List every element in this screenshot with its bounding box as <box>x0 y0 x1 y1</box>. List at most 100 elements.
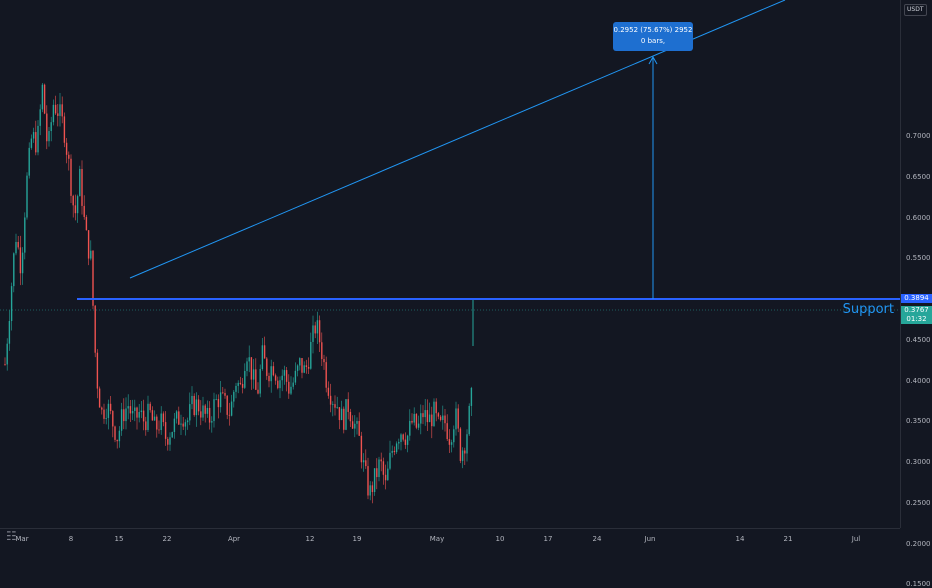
candle-body <box>464 450 466 454</box>
candle-body <box>252 369 255 380</box>
measurement-line-1: 0.2952 (75.67%) 2952 <box>613 26 693 34</box>
candle-body <box>241 383 244 388</box>
time-tick-label: 12 <box>305 535 315 543</box>
candle-body <box>373 468 376 493</box>
candle-body <box>446 423 448 440</box>
candle-body <box>173 418 176 433</box>
candle-body <box>257 389 259 394</box>
candle-body <box>312 325 314 342</box>
candle-body <box>123 409 125 422</box>
candle-body <box>459 428 462 461</box>
candle-body <box>76 196 79 214</box>
candle-body <box>369 485 371 496</box>
candle-body <box>400 434 402 442</box>
candle-body <box>193 395 195 416</box>
candle-body <box>354 423 356 429</box>
candle-body <box>211 421 213 423</box>
candle-body <box>158 429 160 431</box>
candle-body <box>371 485 374 493</box>
candle-body <box>37 125 39 153</box>
candle-body <box>455 408 457 430</box>
bar-countdown-label: 01:32 <box>901 315 932 324</box>
candle-body <box>54 104 57 114</box>
candle-body <box>288 381 290 394</box>
time-axis[interactable]: Mar 8 15 22 Apr 12 19 May 10 17 24 Jun 14 21 Jul <box>0 528 900 550</box>
candle-body <box>435 401 437 414</box>
candle-body <box>125 408 127 422</box>
candle-body <box>112 411 114 427</box>
candle-body <box>24 217 26 253</box>
candle-body <box>299 358 301 366</box>
candle-body <box>261 345 264 370</box>
candle-body <box>338 407 341 421</box>
currency-label[interactable]: USDT <box>904 4 927 16</box>
candle-body <box>409 420 411 436</box>
candle-body <box>85 216 88 231</box>
price-axis[interactable]: 0.1500 0.2000 0.2500 0.3000 0.3500 0.4000 0.45… <box>900 0 932 588</box>
price-tick-label: 0.2500 <box>906 498 931 507</box>
candle-body <box>153 416 156 421</box>
candle-body <box>283 370 286 376</box>
candle-body <box>94 305 96 353</box>
candle-body <box>200 411 202 418</box>
candle-body <box>439 416 442 420</box>
candle-body <box>160 413 162 431</box>
candle-body <box>105 417 107 419</box>
candle-body <box>294 370 297 383</box>
candle-body <box>244 370 246 388</box>
candle-body <box>393 450 396 453</box>
candle-body <box>131 410 134 414</box>
candle-body <box>303 365 305 373</box>
candle-body <box>197 399 200 412</box>
candle-body <box>140 410 143 413</box>
price-tick-label: 0.4000 <box>906 376 931 385</box>
candle-body <box>19 247 22 274</box>
candle-body <box>92 250 94 306</box>
candle-body <box>142 410 145 422</box>
candle-body <box>202 405 204 418</box>
candle-body <box>301 358 303 373</box>
time-tick-label: 10 <box>495 535 505 543</box>
candle-body <box>250 357 253 380</box>
candle-body <box>420 413 422 424</box>
candle-body <box>4 364 6 365</box>
time-tick-label: Jun <box>644 535 656 543</box>
price-tick-label: 0.7000 <box>906 132 931 140</box>
candle-body <box>290 386 292 394</box>
candle-body <box>362 460 365 463</box>
time-tick-label: Apr <box>227 535 241 543</box>
candle-body <box>292 382 294 387</box>
candle-body <box>222 392 224 394</box>
candle-body <box>325 362 327 388</box>
price-tick-label: 0.1500 <box>906 580 931 588</box>
price-tick-label: 0.6500 <box>906 172 931 181</box>
price-tick-label: 0.2000 <box>906 539 931 548</box>
candle-body <box>466 434 468 454</box>
time-tick-label: 22 <box>162 535 172 543</box>
candle-body <box>268 375 270 382</box>
candle-body <box>345 399 347 430</box>
candle-body <box>61 104 63 117</box>
candle-body <box>422 413 424 418</box>
candle-body <box>191 395 193 405</box>
candle-body <box>41 84 44 110</box>
candle-body <box>450 442 453 445</box>
candle-body <box>437 413 440 417</box>
candle-body <box>453 429 455 443</box>
candle-body <box>167 438 169 445</box>
candle-body <box>116 439 118 442</box>
chart-canvas[interactable] <box>0 0 900 528</box>
candle-body <box>321 342 323 360</box>
candle-body <box>28 147 30 176</box>
time-tick-label: Mar <box>15 535 29 543</box>
candle-body <box>195 399 198 416</box>
candle-body <box>380 459 382 462</box>
candle-body <box>470 387 473 406</box>
candle-body <box>72 195 74 206</box>
candle-body <box>279 380 281 389</box>
candle-body <box>52 104 55 123</box>
candle-body <box>96 352 99 389</box>
candle-body <box>310 341 312 369</box>
candle-body <box>233 391 235 402</box>
candle-body <box>382 461 385 475</box>
